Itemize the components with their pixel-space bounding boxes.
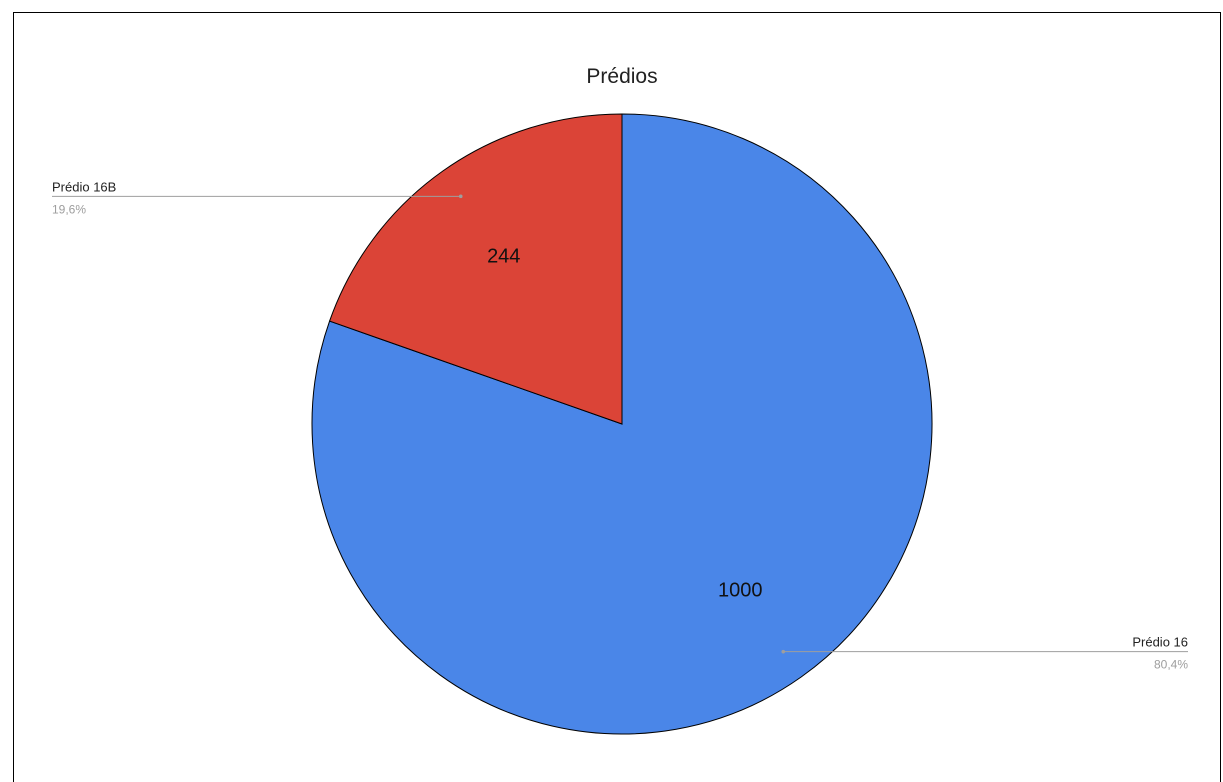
slice-value-label-predio-16: 1000 [718, 579, 763, 601]
slice-value-labels: 1000 244 [487, 245, 762, 601]
callout-percent-predio-16: 80,4% [1154, 658, 1188, 672]
callout-label-predio-16b: Prédio 16B [52, 179, 116, 194]
slice-value-label-predio-16b: 244 [487, 245, 520, 267]
leader-dot-predio-16 [781, 649, 786, 654]
chart-frame [13, 12, 1221, 782]
callout-percent-predio-16b: 19,6% [52, 202, 86, 216]
pie-slice-predio-16b[interactable] [328, 113, 623, 425]
callout-label-predio-16: Prédio 16 [1132, 635, 1188, 650]
chart-title: Prédios [586, 65, 657, 88]
leader-dot-predio-16b [458, 194, 463, 199]
slice-callouts: Prédio 16 80,4% Prédio 16B 19,6% [52, 179, 1188, 672]
pie-slice-predio-16[interactable] [311, 113, 933, 735]
pie-slices [311, 113, 933, 735]
